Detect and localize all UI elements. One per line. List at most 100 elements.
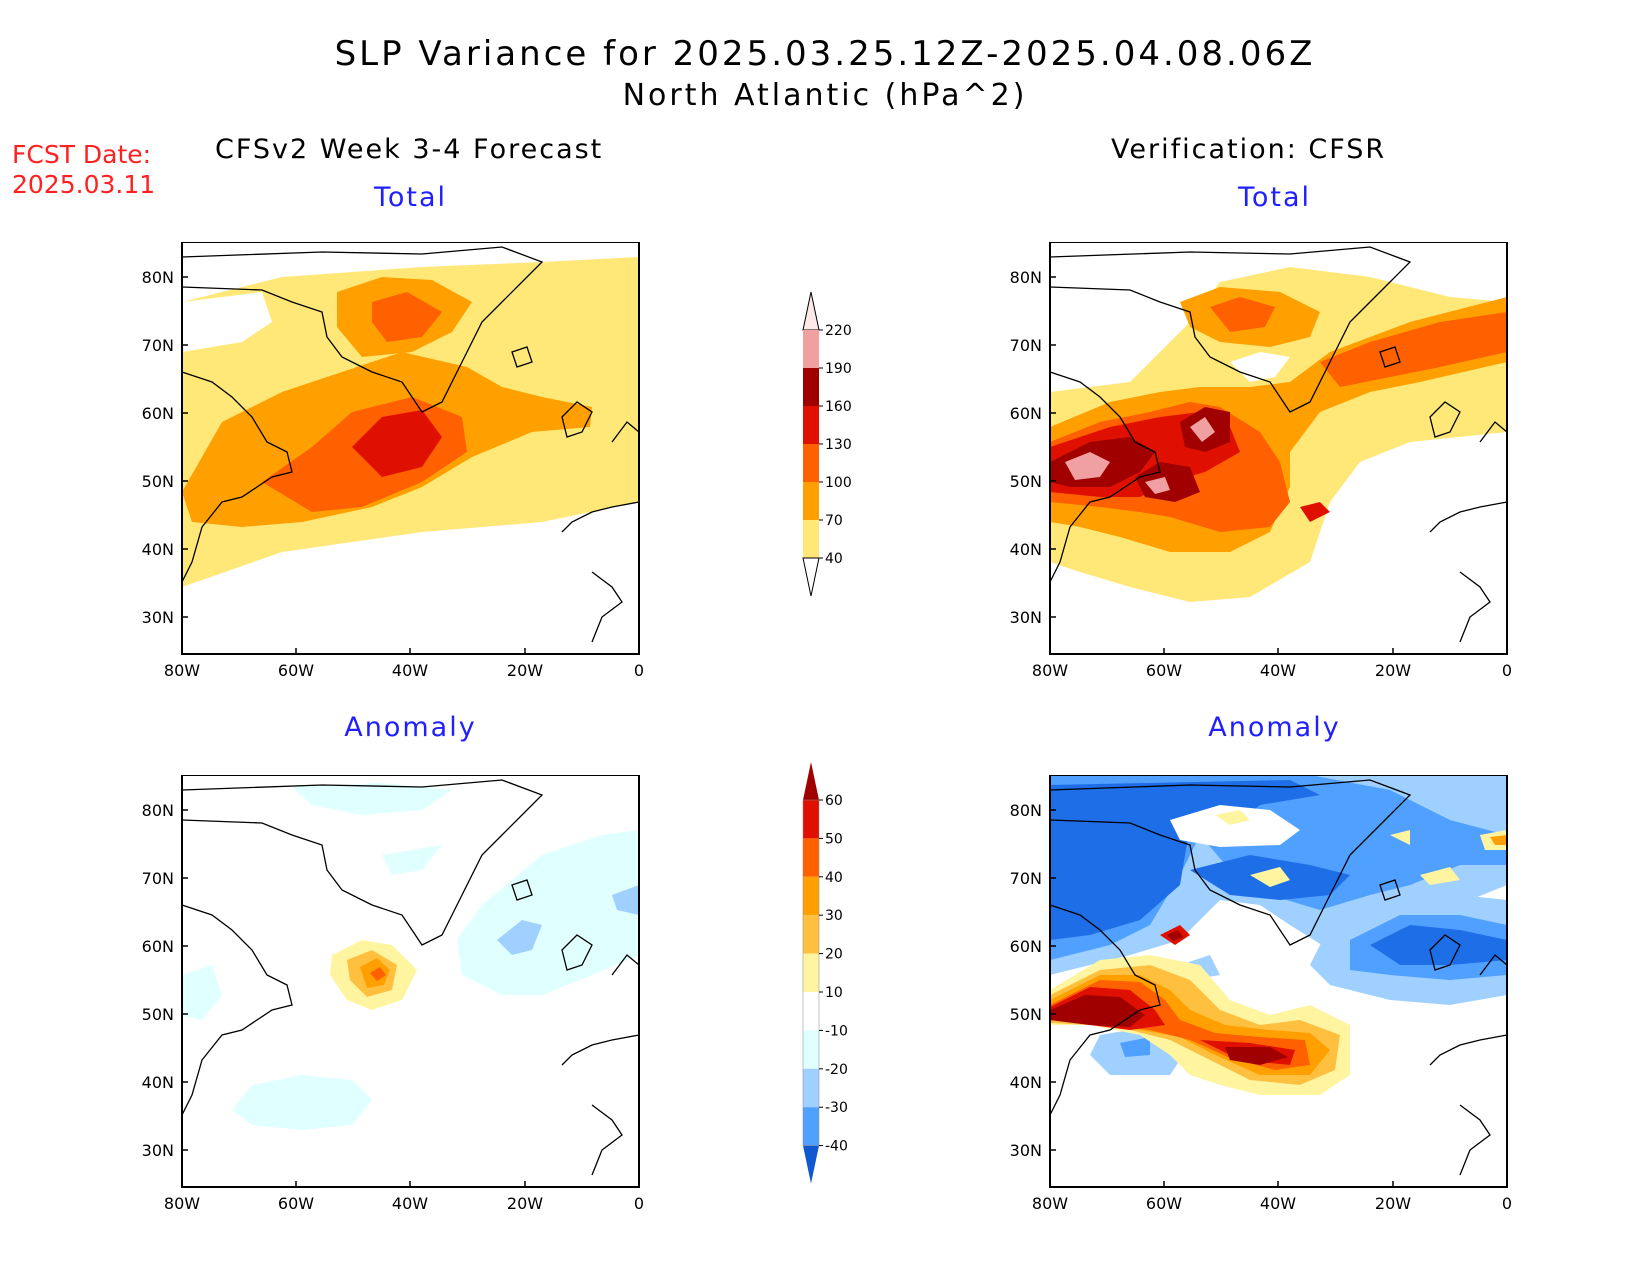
forecast-total-coastlines: [181, 246, 640, 643]
colorbar-total-top-arrow: [802, 291, 820, 331]
forecast-date-line1: FCST Date:: [12, 140, 152, 169]
colorbar-anomaly-box: [803, 1107, 819, 1146]
lat-label: 70N: [142, 869, 174, 888]
colorbar-total-label: 70: [825, 513, 843, 529]
map-forecast-total: 80N 70N 60N 50N 40N 30N 80W 60W 40W 20W 0: [142, 242, 644, 680]
verification-anomaly-axis: 80N 70N 60N 50N 40N 30N 80W 60W 40W 20W 0: [1010, 801, 1512, 1213]
colorbar-anomaly-box: [803, 992, 819, 1031]
colorbar-total-label: 130: [825, 437, 852, 453]
fc-total-label: Total: [373, 182, 448, 213]
lon-label: 80W: [1032, 1194, 1068, 1213]
colorbar-anomaly-label: 60: [825, 793, 843, 809]
colorbar-anomaly-labels: 60 50 40 30 20 10 -10 -20 -30 -40: [819, 793, 848, 1155]
lat-label: 30N: [142, 1141, 174, 1160]
lat-label: 30N: [1010, 608, 1042, 627]
colorbar-total-box: [803, 368, 819, 406]
lon-label: 20W: [507, 661, 543, 680]
verification-anomaly-coastlines: [1049, 779, 1508, 1176]
colorbar-anomaly-label: 20: [825, 947, 843, 963]
main-subtitle: North Atlantic (hPa^2): [622, 78, 1028, 113]
colorbar-anomaly: 60 50 40 30 20 10 -10 -20 -30 -40: [802, 762, 848, 1184]
colorbar-anomaly-box: [803, 838, 819, 877]
lon-label: 0: [1502, 661, 1512, 680]
lat-label: 30N: [142, 608, 174, 627]
lat-label: 60N: [142, 404, 174, 423]
colorbar-anomaly-label: 10: [825, 985, 843, 1001]
lon-label: 0: [1502, 1194, 1512, 1213]
forecast-anomaly-field: [182, 783, 639, 1130]
lat-label: 50N: [142, 1005, 174, 1024]
lat-label: 80N: [1010, 801, 1042, 820]
lon-label: 80W: [164, 1194, 200, 1213]
colorbar-total-label: 40: [825, 551, 843, 567]
colorbar-total: 220 190 160 130 100 70 40: [802, 291, 852, 597]
colorbar-anomaly-label: -10: [825, 1023, 848, 1039]
colorbar-total-box: [803, 406, 819, 444]
colorbar-anomaly-bottom-arrow: [803, 1145, 819, 1184]
colorbar-total-label: 160: [825, 399, 852, 415]
lon-label: 60W: [278, 661, 314, 680]
lon-label: 20W: [507, 1194, 543, 1213]
colorbar-total-label: 100: [825, 475, 852, 491]
lon-label: 80W: [1032, 661, 1068, 680]
lat-label: 40N: [142, 540, 174, 559]
forecast-date-label: FCST Date: 2025.03.11: [12, 140, 155, 200]
lon-label: 60W: [278, 1194, 314, 1213]
lat-label: 80N: [142, 801, 174, 820]
colorbar-anomaly-outline: [802, 799, 820, 1146]
forecast-anomaly-axis: 80N 70N 60N 50N 40N 30N 80W 60W 40W 20W 0: [142, 801, 644, 1213]
forecast-total-axis: 80N 70N 60N 50N 40N 30N 80W 60W 40W 20W 0: [142, 268, 644, 680]
colorbar-anomaly-box: [803, 1068, 819, 1108]
colorbar-total-box: [803, 444, 819, 482]
colorbar-total-boxes: [802, 291, 820, 597]
lon-label: 20W: [1375, 661, 1411, 680]
lon-label: 0: [634, 1194, 644, 1213]
lon-label: 40W: [1260, 1194, 1296, 1213]
colorbar-total-bottom-arrow: [802, 557, 820, 597]
lat-label: 70N: [142, 336, 174, 355]
lat-label: 50N: [142, 472, 174, 491]
lat-label: 70N: [1010, 336, 1042, 355]
colorbar-total-label: 190: [825, 361, 852, 377]
lat-label: 40N: [1010, 540, 1042, 559]
colorbar-anomaly-label: 50: [825, 831, 843, 847]
colorbar-anomaly-box: [803, 915, 819, 954]
left-column-title: CFSv2 Week 3-4 Forecast: [215, 134, 604, 165]
colorbar-total-labels: 220 190 160 130 100 70 40: [819, 323, 852, 567]
colorbar-anomaly-label: -30: [825, 1100, 848, 1116]
colorbar-anomaly-label: -20: [825, 1062, 848, 1078]
colorbar-total-label: 220: [825, 323, 852, 339]
ver-total-label: Total: [1237, 182, 1312, 213]
ver-anom-label: Anomaly: [1208, 712, 1341, 743]
lon-label: 60W: [1146, 1194, 1182, 1213]
lon-label: 40W: [1260, 661, 1296, 680]
colorbar-anomaly-top-arrow: [803, 762, 819, 800]
verification-total-field: [1050, 267, 1507, 602]
colorbar-anomaly-label: 40: [825, 870, 843, 886]
main-title: SLP Variance for 2025.03.25.12Z-2025.04.…: [334, 34, 1316, 74]
forecast-date-line2: 2025.03.11: [12, 170, 156, 199]
lon-label: 20W: [1375, 1194, 1411, 1213]
lat-label: 80N: [1010, 268, 1042, 287]
colorbar-total-box: [803, 520, 819, 558]
map-verification-total: 80N 70N 60N 50N 40N 30N 80W 60W 40W 20W 0: [1010, 242, 1512, 680]
lat-label: 30N: [1010, 1141, 1042, 1160]
lon-label: 60W: [1146, 661, 1182, 680]
fc-anom-label: Anomaly: [344, 712, 477, 743]
colorbar-anomaly-box: [803, 800, 819, 839]
colorbar-anomaly-box: [803, 876, 819, 916]
colorbar-total-box: [803, 482, 819, 520]
colorbar-anomaly-label: -40: [825, 1139, 848, 1155]
colorbar-anomaly-box: [803, 1030, 819, 1069]
lat-label: 60N: [1010, 404, 1042, 423]
verification-anomaly-field: [1050, 775, 1507, 1187]
right-column-title: Verification: CFSR: [1111, 134, 1387, 165]
forecast-total-field: [182, 257, 639, 587]
colorbar-anomaly-box: [803, 953, 819, 992]
lon-label: 0: [634, 661, 644, 680]
lat-label: 40N: [142, 1073, 174, 1092]
lon-label: 40W: [392, 661, 428, 680]
lat-label: 40N: [1010, 1073, 1042, 1092]
lat-label: 60N: [1010, 937, 1042, 956]
lon-label: 80W: [164, 661, 200, 680]
